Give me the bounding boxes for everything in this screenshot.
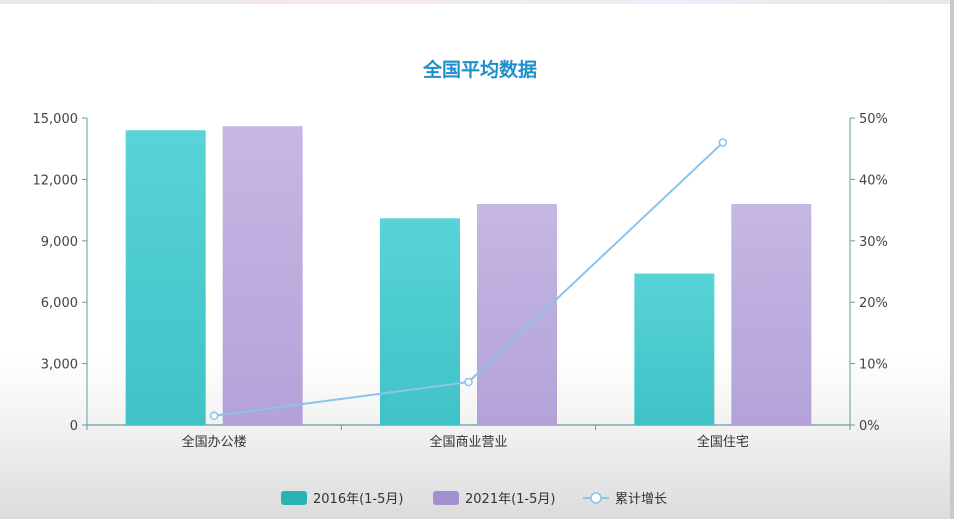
y-left-tick-label: 3,000 xyxy=(41,358,78,373)
y-right-tick-label: 50% xyxy=(859,112,888,127)
legend-swatch-marker xyxy=(590,492,602,504)
legend-label: 累计增长 xyxy=(615,492,667,507)
y-left-tick-label: 9,000 xyxy=(41,235,78,250)
legend-swatch xyxy=(433,491,459,505)
bar xyxy=(634,273,715,425)
right-edge xyxy=(950,0,954,519)
y-right-tick-label: 40% xyxy=(859,173,888,188)
axes: 0 3,000 6,000 9,000 12,000 15,000 0% 10% 20% 30% 4… xyxy=(33,112,888,434)
y-right-tick-label: 0% xyxy=(859,419,880,434)
legend-swatch xyxy=(281,491,307,505)
line-point xyxy=(718,138,728,147)
legend: 2016年(1-5月) 2021年(1-5月) 累计增长 xyxy=(281,491,667,507)
x-tick-label: 全国办公楼 xyxy=(182,434,247,450)
growth-line xyxy=(209,138,728,421)
category-labels: 全国办公楼 全国商业营业 全国住宅 xyxy=(182,434,749,450)
legend-label: 2016年(1-5月) xyxy=(313,492,403,507)
top-strip xyxy=(0,0,954,4)
x-tick-label: 全国商业营业 xyxy=(429,434,507,450)
bar xyxy=(125,130,206,425)
bar xyxy=(222,126,303,425)
bars xyxy=(125,126,812,425)
y-right-tick-label: 10% xyxy=(859,358,888,373)
x-tick-label: 全国住宅 xyxy=(697,434,749,450)
bar xyxy=(731,203,812,425)
legend-label: 2021年(1-5月) xyxy=(465,492,555,507)
y-left-tick-label: 12,000 xyxy=(33,173,79,188)
y-right-tick-label: 30% xyxy=(859,235,888,250)
y-left-tick-label: 15,000 xyxy=(33,112,79,127)
bar xyxy=(380,218,460,425)
y-right-tick-label: 20% xyxy=(859,296,888,311)
chart-title: 全国平均数据 xyxy=(422,58,537,81)
line-point xyxy=(464,377,473,387)
line-point xyxy=(209,411,219,421)
y-left-tick-label: 6,000 xyxy=(41,296,78,311)
y-left-tick-label: 0 xyxy=(70,419,78,434)
bar xyxy=(477,203,557,425)
